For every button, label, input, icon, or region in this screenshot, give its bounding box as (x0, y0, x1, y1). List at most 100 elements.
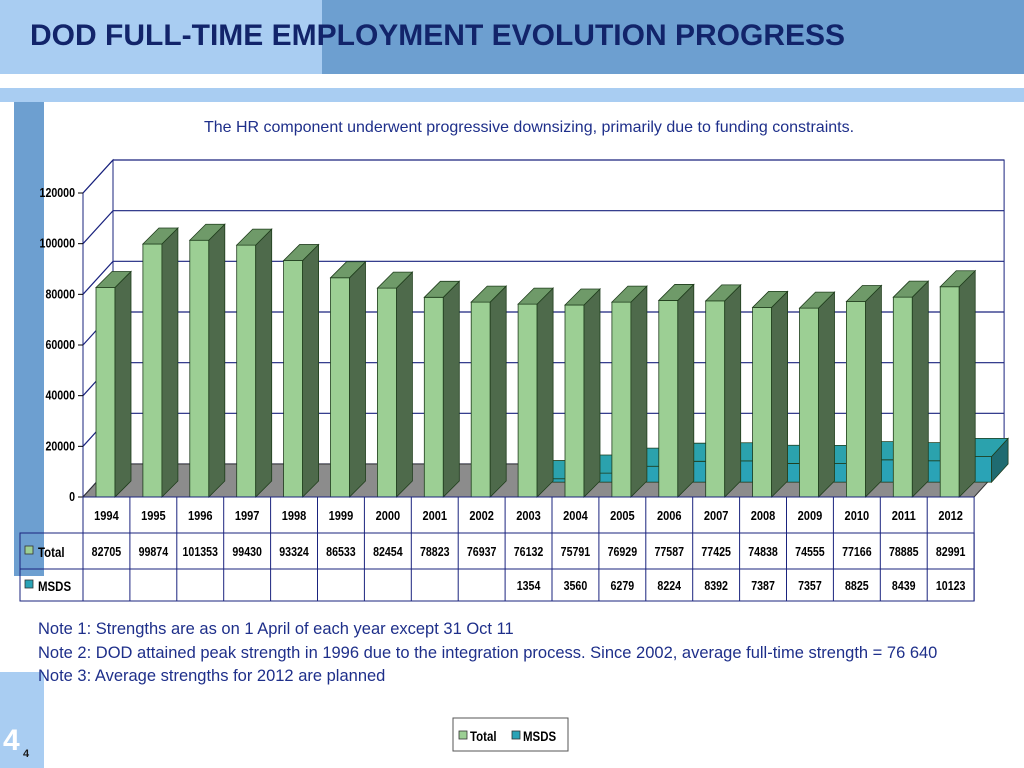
total-value-cell: 99874 (139, 545, 169, 559)
legend-swatch-total (458, 730, 468, 740)
total-bar-front (423, 296, 444, 498)
total-bar-side (395, 271, 413, 498)
page-number: 4 (3, 724, 20, 757)
total-bar-front (142, 243, 163, 498)
header-right-panel (322, 0, 1024, 74)
total-bar-front (376, 287, 397, 498)
total-bar-side (161, 227, 179, 498)
msds-value-cell: 8392 (704, 579, 728, 593)
total-bar-top (657, 284, 695, 301)
legend-label-msds: MSDS (523, 729, 556, 744)
msds-value-cell: 3560 (564, 579, 588, 593)
msds-value-cell: 8224 (657, 579, 681, 593)
category-label: 2008 (751, 508, 776, 523)
total-bar-front (846, 301, 866, 498)
total-bar-front (752, 307, 772, 498)
msds-value-cell: 10123 (936, 579, 966, 593)
category-label: 2010 (845, 508, 870, 523)
left-accent-band (14, 102, 44, 576)
category-label: 2005 (610, 508, 635, 523)
total-bar-top (892, 280, 930, 298)
y-tick-label: 120000 (40, 186, 75, 200)
total-value-cell: 77166 (842, 545, 872, 559)
total-bar-side (771, 290, 788, 498)
total-value-cell: 76937 (467, 545, 497, 559)
total-bar-top (517, 287, 555, 305)
y-tick-label: 80000 (45, 288, 75, 302)
category-label: 1995 (141, 508, 166, 523)
total-bar-top (235, 228, 273, 246)
total-bar-top (470, 285, 508, 303)
total-bar-side (958, 269, 976, 498)
total-value-cell: 78823 (420, 545, 450, 559)
total-bar-front (939, 286, 960, 498)
category-label: 2011 (892, 508, 916, 523)
total-bar-side (208, 223, 226, 498)
notes-block: Note 1: Strengths are as on 1 April of e… (38, 618, 998, 689)
category-label: 2007 (704, 508, 729, 523)
total-bar-side (302, 243, 320, 498)
y-tick-label: 60000 (45, 338, 75, 352)
total-bar-top (798, 291, 836, 309)
total-bar-front (470, 301, 491, 498)
page-corner-panel (0, 672, 44, 768)
total-value-cell: 74555 (795, 545, 825, 559)
total-bar-side (630, 285, 648, 498)
category-label: 1994 (94, 508, 119, 523)
category-label: 2002 (469, 508, 494, 523)
msds-value-cell: 6279 (611, 579, 635, 593)
total-value-cell: 82991 (936, 545, 966, 559)
total-value-cell: 75791 (561, 545, 591, 559)
y-tick-label: 20000 (45, 440, 75, 454)
total-bar-side (677, 283, 695, 498)
total-bar-top (610, 285, 648, 303)
data-table-border (19, 532, 975, 602)
total-bar-front (705, 300, 726, 498)
total-bar-front (611, 301, 632, 498)
total-bar-front (564, 304, 585, 498)
total-value-cell: 86533 (326, 545, 356, 559)
total-bar-side (865, 284, 882, 498)
legend-swatch-msds (511, 730, 521, 740)
category-label: 2003 (516, 508, 541, 523)
total-bar-front (799, 307, 819, 498)
msds-value-cell: 7357 (798, 579, 822, 593)
category-label: 2004 (563, 508, 588, 523)
total-bar-side (489, 285, 507, 498)
y-tick-label: 100000 (40, 237, 75, 251)
msds-value-cell: 8439 (892, 579, 916, 593)
total-bar-top (141, 227, 179, 245)
category-label: 2001 (422, 508, 447, 523)
total-bar-side (442, 280, 460, 498)
msds-value-cell: 1354 (517, 579, 541, 593)
category-label: 2000 (376, 508, 401, 523)
msds-value-cell: 8825 (845, 579, 869, 593)
total-bar-front (330, 277, 350, 498)
total-value-cell: 99430 (232, 545, 262, 559)
total-bar-side (255, 228, 273, 498)
total-value-cell: 76929 (608, 545, 638, 559)
header-left-panel (0, 0, 322, 74)
msds-row-label: MSDS (38, 579, 71, 594)
gridline (82, 260, 1005, 295)
category-label: 2009 (798, 508, 823, 523)
total-bar-top (564, 288, 601, 306)
total-bar-side (724, 283, 742, 498)
total-bar-side (818, 291, 835, 498)
page-number-small: 4 (23, 748, 30, 760)
total-bar-top (704, 284, 742, 302)
total-bar-top (751, 291, 789, 308)
legend-label-total: Total (470, 729, 497, 744)
total-bar-side (583, 288, 601, 498)
total-bar-top (423, 280, 461, 298)
header-underline-bar (0, 88, 1024, 102)
total-bar-front (892, 296, 913, 498)
category-label: 1998 (282, 508, 307, 523)
category-label: 2006 (657, 508, 682, 523)
y-tick-label: 0 (69, 490, 75, 504)
total-value-cell: 76132 (514, 545, 544, 559)
total-value-cell: 78885 (889, 545, 919, 559)
category-label: 1997 (235, 508, 260, 523)
total-value-cell: 77587 (654, 545, 684, 559)
